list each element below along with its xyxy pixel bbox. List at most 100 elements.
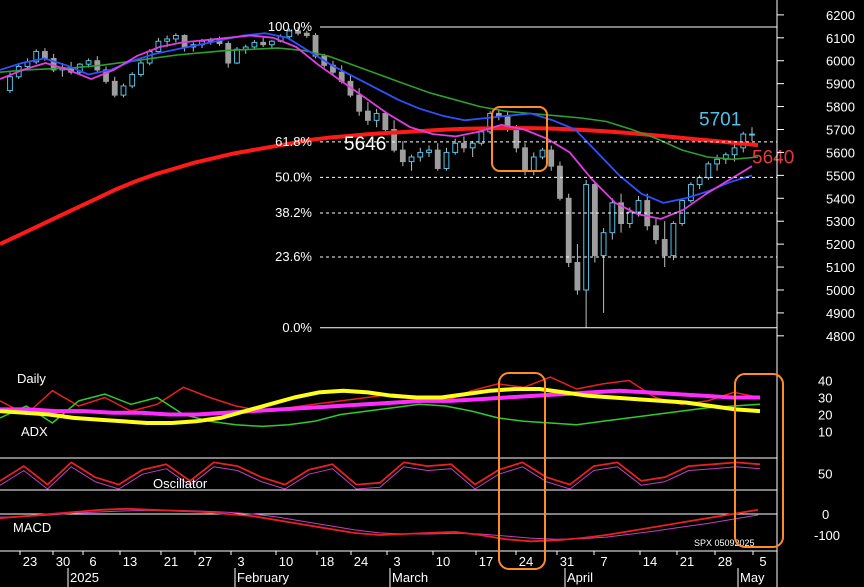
candle-body — [513, 126, 520, 149]
macd-panel: 0 -100 MACD SPX 05092025 — [0, 507, 840, 548]
annotation-5646: 5646 — [344, 134, 386, 155]
price-panel: 5646 5701 5640 — [0, 27, 794, 328]
price-axis: 6200 6100 6000 5900 5800 5700 5600 5500 5400 5300… — [776, 0, 855, 587]
candle-body — [391, 129, 397, 151]
candle-body — [469, 142, 476, 149]
dmi-magenta-line — [0, 388, 760, 417]
sma200-line — [0, 126, 759, 246]
daily-label: Daily — [17, 371, 46, 386]
candle-body — [461, 142, 467, 149]
candle-body — [295, 30, 301, 34]
candle-body — [522, 147, 528, 172]
candle-body — [303, 32, 310, 37]
candle-body — [635, 200, 642, 213]
price-tick-label: 6200 — [826, 8, 855, 23]
highlight-box-indicators-april — [498, 372, 546, 570]
annotation-5640: 5640 — [752, 147, 794, 168]
candle-body — [583, 184, 590, 291]
candle-body — [626, 211, 633, 224]
candle-body — [653, 225, 659, 241]
symbol-stamp: SPX 05092025 — [694, 538, 755, 548]
candle-body — [565, 197, 572, 263]
candle-body — [382, 112, 389, 131]
price-tick-label: 5200 — [826, 237, 855, 252]
price-tick-label: 4900 — [826, 306, 855, 321]
month-label: April — [567, 570, 593, 585]
dmi-panel: 40 30 20 10 Daily ADX — [0, 371, 832, 440]
date-tick-label: 10 — [436, 554, 450, 569]
date-tick-label: 13 — [123, 554, 137, 569]
fib-label: 61.8% — [275, 134, 312, 149]
candle-body — [103, 69, 109, 82]
ema-magenta-line — [0, 34, 753, 220]
candle-body — [373, 112, 380, 121]
price-tick-label: 5400 — [826, 191, 855, 206]
dmi-tick-label: 30 — [818, 391, 832, 406]
candle-body — [234, 48, 240, 64]
candle-body — [661, 239, 668, 257]
date-tick-label: 17 — [479, 554, 493, 569]
candle-body — [417, 151, 424, 158]
candle-body — [749, 133, 755, 136]
candle-body — [443, 151, 450, 169]
candle-body — [679, 200, 686, 224]
date-tick-label: 10 — [279, 554, 293, 569]
candle-body — [687, 184, 694, 202]
candle-body — [731, 147, 738, 156]
highlight-boxes — [491, 106, 784, 570]
candle-body — [574, 261, 581, 291]
candle-body — [172, 35, 179, 40]
dmi-tick-label: 40 — [818, 374, 832, 389]
candle-body — [146, 51, 153, 64]
candle-body — [591, 184, 598, 257]
candle-body — [426, 149, 432, 153]
dmi-minus-line — [0, 393, 761, 428]
price-tick-label: 5300 — [826, 214, 855, 229]
oscillator-label: Oscillator — [153, 476, 208, 491]
date-tick-label: 30 — [56, 554, 70, 569]
highlight-box-price — [491, 106, 548, 172]
candle-body — [129, 73, 136, 87]
candle-body — [696, 177, 703, 186]
date-tick-label: 21 — [164, 554, 178, 569]
date-tick-label: 3 — [393, 554, 400, 569]
candle-body — [714, 158, 720, 165]
fibonacci-levels: 100.0% 61.8% 50.0% 38.2% 23.6% 0.0% — [268, 19, 777, 335]
candle-body — [557, 165, 563, 199]
candle-body — [225, 43, 232, 64]
date-tick-label: 27 — [198, 554, 212, 569]
price-tick-label: 6000 — [826, 54, 855, 69]
candle-body — [548, 149, 555, 167]
date-tick-label: 31 — [560, 554, 574, 569]
month-label: 2025 — [70, 570, 99, 585]
price-tick-label: 5600 — [826, 145, 855, 160]
fib-label: 100.0% — [268, 19, 313, 34]
date-tick-label: 14 — [643, 554, 657, 569]
candle-body — [251, 41, 258, 48]
date-tick-label: 24 — [354, 554, 368, 569]
osc-signal-line — [0, 466, 761, 490]
candle-body — [111, 80, 118, 96]
date-tick-label: 28 — [718, 554, 732, 569]
date-tick-label: 7 — [600, 554, 607, 569]
candle-body — [408, 156, 415, 163]
osc-tick-label: 50 — [818, 467, 832, 482]
macd-line — [0, 507, 759, 543]
candle-body — [260, 41, 267, 46]
annotation-5701: 5701 — [699, 109, 741, 130]
fib-label: 38.2% — [275, 205, 312, 220]
candle-body — [365, 110, 371, 121]
candle-body — [609, 202, 616, 234]
date-tick-label: 3 — [237, 554, 244, 569]
candle-body — [670, 222, 677, 257]
price-tick-label: 5000 — [826, 283, 855, 298]
macd-tick-label: 0 — [822, 507, 829, 522]
price-tick-label: 5800 — [826, 100, 855, 115]
date-tick-label: 24 — [519, 554, 533, 569]
highlight-box-indicators-may — [734, 373, 784, 548]
candle-body — [268, 40, 275, 46]
macd-tick-label: -100 — [814, 528, 840, 543]
osc-line — [0, 461, 761, 486]
date-tick-label: 18 — [320, 554, 334, 569]
candle-body — [7, 76, 13, 92]
